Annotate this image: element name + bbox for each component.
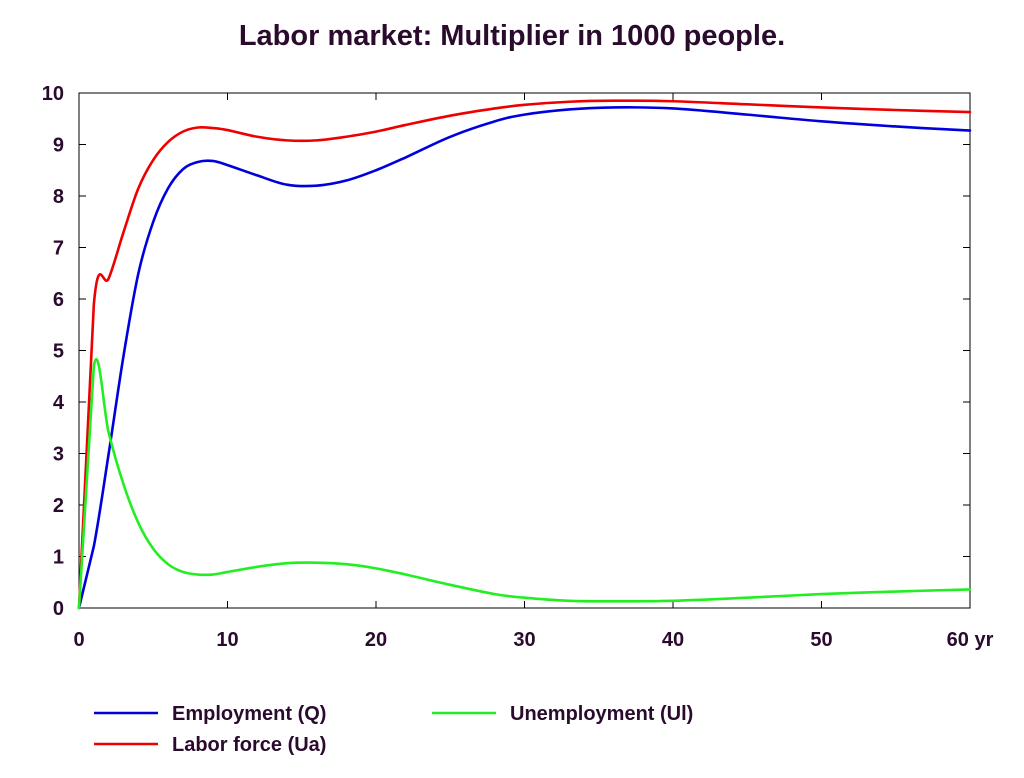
x-tick-label: 50 <box>810 629 832 651</box>
x-tick-label: 20 <box>365 629 387 651</box>
legend-label-employment: Employment (Q) <box>172 703 326 725</box>
y-tick-label: 0 <box>53 598 64 620</box>
axes: 0 1 2 3 4 5 6 7 8 9 10 0 10 20 30 40 50 60 yr <box>42 83 994 651</box>
x-tick-label: 40 <box>662 629 684 651</box>
y-tick-label: 9 <box>53 135 64 157</box>
y-tick-label: 1 <box>53 547 64 569</box>
legend-label-labor-force: Labor force (Ua) <box>172 734 326 756</box>
x-tick-label: 0 <box>73 629 84 651</box>
y-tick-label: 2 <box>53 495 64 517</box>
plot-frame <box>78 92 971 609</box>
legend: Employment (Q) Labor force (Ua) Unemployme… <box>94 703 693 756</box>
y-tick-label: 6 <box>53 289 64 311</box>
chart-title: Labor market: Multiplier in 1000 people. <box>238 20 786 52</box>
series-line-employment <box>77 106 972 610</box>
x-tick-label: 60 yr <box>947 629 994 651</box>
series-lines <box>77 99 972 610</box>
x-tick-label: 30 <box>513 629 535 651</box>
series-line-labor-force <box>77 99 972 610</box>
y-tick-label: 8 <box>53 186 64 208</box>
y-tick-label: 7 <box>53 238 64 260</box>
y-tick-label: 3 <box>53 444 64 466</box>
x-tick-label: 10 <box>216 629 238 651</box>
y-tick-label: 10 <box>42 83 64 105</box>
y-tick-label: 4 <box>53 392 65 414</box>
y-tick-label: 5 <box>53 341 64 363</box>
legend-label-unemployment: Unemployment (Ul) <box>510 703 693 725</box>
series-line-unemployment <box>77 357 972 610</box>
